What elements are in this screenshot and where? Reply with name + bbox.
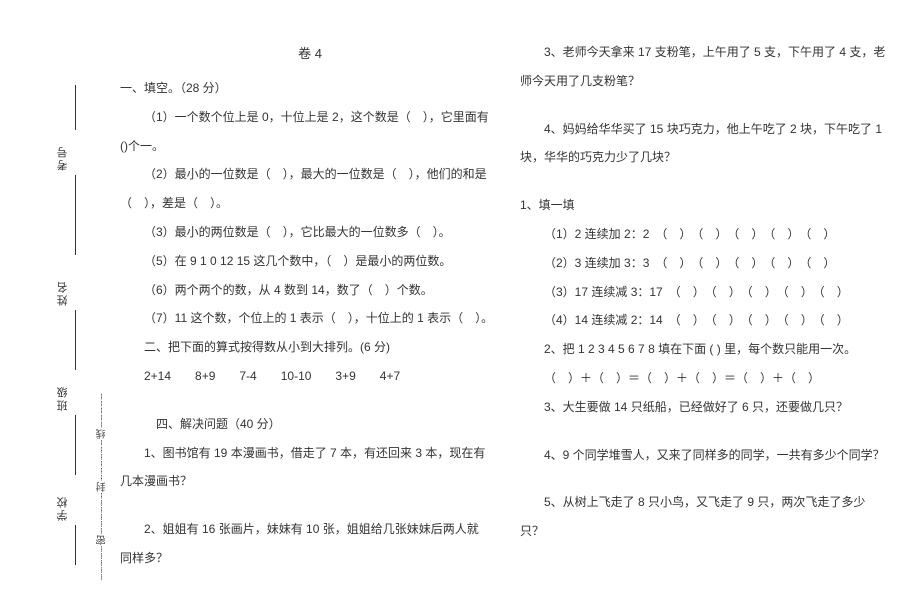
- binding-label-school: 学校: [55, 495, 71, 521]
- binding-label-examno: 考号: [55, 145, 71, 171]
- q3: （3）最小的两位数是（ ），它比最大的一位数多（ ）。: [120, 220, 500, 246]
- binding-label-name: 姓名: [55, 280, 71, 306]
- binding-label-class: 班级: [55, 385, 71, 411]
- f5b: 只？: [520, 519, 900, 545]
- q1b: ()个一。: [120, 134, 500, 160]
- f1-1: （1）2 连续加 2：2 （ ） （ ） （ ） （ ） （ ）: [520, 222, 900, 248]
- f2a: 2、把 1 2 3 4 5 6 7 8 填在下面 ( ) 里，每个数只能用一次。: [520, 337, 900, 363]
- binding-line: [75, 525, 76, 565]
- p3a: 3、老师今天拿来 17 支粉笔，上午用了 5 支，下午用了 4 支，老: [520, 40, 900, 66]
- q2b: （ ），差是（ ）。: [120, 191, 500, 217]
- binding-line: [75, 310, 76, 370]
- exam-title: 卷 4: [120, 40, 500, 68]
- f4: 4、9 个同学堆雪人，又来了同样多的同学，一共有多少个同学？: [520, 443, 900, 469]
- content-column-2: 3、老师今天拿来 17 支粉笔，上午用了 5 支，下午用了 4 支，老 师今天用…: [520, 40, 900, 580]
- section-problem: 四、解决问题（40 分）: [120, 412, 500, 438]
- p2b: 同样多？: [120, 546, 500, 572]
- f3: 3、大生要做 14 只纸船，已经做好了 6 只，还要做几只？: [520, 395, 900, 421]
- f1-4: （4）14 连续减 2：14 （ ） （ ） （ ） （ ） （ ）: [520, 308, 900, 334]
- sort-expr: 2+14 8+9 7-4 10-10 3+9 4+7: [120, 364, 500, 390]
- q7: （7）11 这个数，个位上的 1 表示（ ），十位上的 1 表示（ ）。: [120, 306, 500, 332]
- fill-title: 1、填一填: [520, 193, 900, 219]
- p4a: 4、妈妈给华华买了 15 块巧克力，他上午吃了 2 块，下午吃了 1: [520, 117, 900, 143]
- p4b: 块，华华的巧克力少了几块？: [520, 145, 900, 171]
- f1-3: （3）17 连续减 3：17 （ ） （ ） （ ） （ ） （ ）: [520, 280, 900, 306]
- p1a: 1、图书馆有 19 本漫画书，借走了 7 本，有还回来 3 本，现在有: [120, 441, 500, 467]
- section-fill: 一、填空。（28 分）: [120, 76, 500, 102]
- q1a: （1）一个数个位上是 0，十位上是 2，这个数是（ ），它里面有: [120, 105, 500, 131]
- binding-seal-line: ┈┈┈┈┈密┈┈┈┈┈┈封┈┈┈┈┈┈线┈┈┈┈┈: [95, 50, 110, 580]
- p2a: 2、姐姐有 16 张画片，妹妹有 10 张，姐姐给几张妹妹后两人就: [120, 517, 500, 543]
- q5: （5）在 9 1 0 12 15 这几个数中，（ ）是最小的两位数。: [120, 249, 500, 275]
- q2a: （2）最小的一位数是（ ），最大的一位数是（ ），他们的和是: [120, 162, 500, 188]
- f2b: （ ）＋（ ）＝（ ）＋（ ）＝（ ）＋（ ）: [520, 366, 900, 392]
- binding-line: [75, 415, 76, 475]
- f1-2: （2）3 连续加 3：3 （ ） （ ） （ ） （ ） （ ）: [520, 251, 900, 277]
- binding-line: [75, 85, 76, 130]
- p1b: 几本漫画书？: [120, 469, 500, 495]
- binding-line: [75, 175, 76, 255]
- content-column-1: 卷 4 一、填空。（28 分） （1）一个数个位上是 0，十位上是 2，这个数是…: [120, 40, 500, 580]
- q6: （6）两个两个的数，从 4 数到 14，数了（ ）个数。: [120, 278, 500, 304]
- p3b: 师今天用了几支粉笔？: [520, 69, 900, 95]
- f5a: 5、从树上飞走了 8 只小鸟，又飞走了 9 只，两次飞走了多少: [520, 490, 900, 516]
- binding-edge: 考号 姓名 班级 学校 ┈┈┈┈┈密┈┈┈┈┈┈封┈┈┈┈┈┈线┈┈┈┈┈: [0, 0, 100, 614]
- section-sort: 二、把下面的算式按得数从小到大排列。(6 分): [120, 335, 500, 361]
